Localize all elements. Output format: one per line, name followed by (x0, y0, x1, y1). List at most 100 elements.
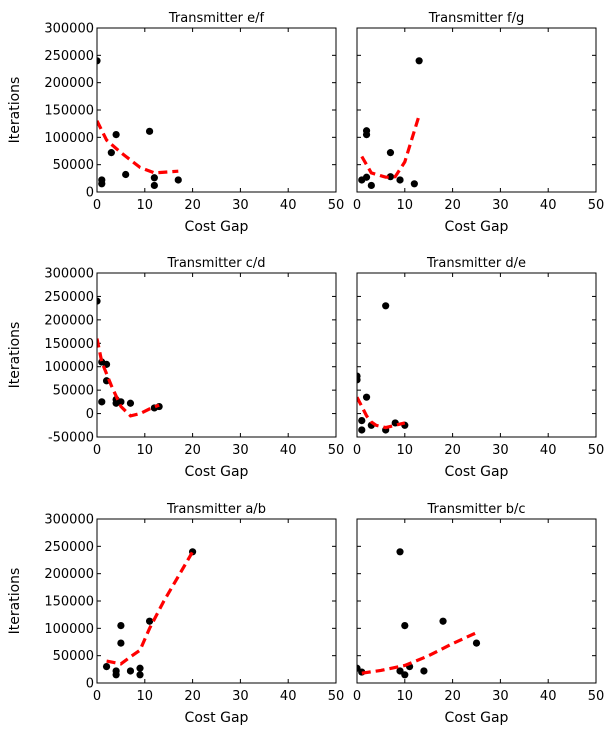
data-point (112, 667, 120, 675)
x-tick-label: 0 (93, 443, 101, 458)
data-point (362, 173, 371, 181)
x-tick-label: 20 (444, 689, 461, 704)
chart-title: Transmitter b/c (426, 502, 525, 517)
x-tick-label: 50 (588, 689, 605, 704)
x-tick-label: 40 (280, 443, 297, 458)
plot-area (358, 57, 423, 190)
y-axis-label: Iterations (7, 322, 23, 389)
y-tick-label: 200000 (44, 76, 94, 91)
axes-frame (96, 272, 337, 438)
data-point (396, 667, 404, 675)
data-point (98, 398, 106, 406)
x-tick-label: 30 (232, 443, 249, 458)
chart-panel-2: Transmitter f/g 0 10 20 30 40 50 Cost Gap (353, 11, 604, 235)
x-tick-label: 20 (184, 443, 201, 458)
x-axis-label: Cost Gap (445, 219, 509, 235)
x-tick-label: 50 (328, 443, 345, 458)
chart-panel-6: Transmitter b/c 0 10 20 30 40 50 Cost Gap (353, 502, 604, 726)
x-tick-label: 20 (444, 443, 461, 458)
x-tick-label: 50 (588, 198, 605, 213)
axes-frame (356, 27, 597, 193)
data-point (126, 399, 135, 407)
fit-line (360, 115, 421, 179)
x-tick-label: 20 (184, 198, 201, 213)
y-tick-label: 300000 (44, 267, 94, 282)
data-point (415, 57, 423, 65)
data-point (136, 664, 144, 672)
y-tick-label: 200000 (44, 567, 94, 582)
y-tick-label: 300000 (44, 513, 94, 528)
data-point (126, 667, 135, 675)
y-tick-label: -50000 (48, 431, 94, 446)
x-tick-label: 0 (353, 443, 361, 458)
chart-title: Transmitter d/e (426, 256, 526, 271)
data-point (401, 671, 409, 679)
y-tick-label: 50000 (53, 384, 94, 399)
x-tick-label: 10 (397, 689, 414, 704)
fit-line (361, 631, 478, 675)
data-point (439, 617, 447, 625)
data-point (410, 180, 418, 188)
axes-frame (356, 272, 597, 438)
data-point (117, 639, 125, 647)
x-tick-label: 0 (93, 198, 101, 213)
x-axis-label: Cost Gap (185, 219, 249, 235)
x-tick-label: 10 (397, 443, 414, 458)
data-point (97, 297, 101, 305)
data-point (145, 617, 154, 625)
data-point (97, 57, 101, 65)
data-point (117, 398, 125, 406)
x-tick-label: 10 (137, 198, 154, 213)
x-axis-label: Cost Gap (185, 710, 249, 726)
x-tick-label: 30 (492, 443, 509, 458)
data-point (358, 426, 366, 434)
chart-panel-3: Transmitter c/d0 10 20 30 40 50-5000005000010… (7, 256, 344, 480)
x-axis-label: Cost Gap (185, 464, 249, 480)
plot-area (97, 297, 163, 418)
y-tick-label: 100000 (44, 360, 94, 375)
x-tick-label: 50 (328, 689, 345, 704)
data-point (107, 149, 115, 157)
data-point (362, 393, 371, 401)
plot-area (102, 548, 197, 679)
data-point (401, 622, 409, 630)
x-tick-label: 40 (540, 689, 557, 704)
plot-area (357, 302, 409, 434)
y-tick-label: 50000 (53, 158, 94, 173)
y-tick-label: 100000 (44, 131, 94, 146)
y-tick-label: 0 (86, 186, 94, 201)
axes-frame (356, 518, 597, 684)
data-point (367, 181, 375, 190)
x-tick-label: 40 (280, 198, 297, 213)
y-tick-label: 300000 (44, 22, 94, 37)
y-tick-label: 50000 (53, 649, 94, 664)
y-tick-label: 150000 (44, 595, 94, 610)
y-tick-label: 250000 (44, 290, 94, 305)
data-point (358, 417, 366, 425)
axes-frame (96, 27, 337, 193)
chart-title: Transmitter a/b (166, 502, 266, 517)
x-axis-label: Cost Gap (445, 710, 509, 726)
data-point (145, 127, 154, 135)
data-point (386, 149, 395, 157)
chart-title: Transmitter c/d (166, 256, 265, 271)
chart-panel-5: Transmitter a/b 0 10 20 30 40 50 0 50000 100000 15… (7, 502, 344, 726)
y-tick-label: 250000 (44, 49, 94, 64)
chart-title: Transmitter f/g (428, 11, 525, 26)
x-tick-label: 10 (397, 198, 414, 213)
y-axis-label: Iterations (7, 568, 23, 635)
x-tick-label: 50 (588, 443, 605, 458)
data-point (396, 548, 404, 556)
data-point (136, 671, 144, 679)
x-tick-label: 50 (328, 198, 345, 213)
y-tick-label: 0 (86, 677, 94, 692)
chart-panel-4: Transmitter d/e 0 10 20 30 40 50 Cost Gap (353, 256, 604, 480)
data-point (150, 181, 158, 190)
fit-line (106, 550, 194, 666)
y-tick-label: 150000 (44, 104, 94, 119)
x-tick-label: 30 (492, 198, 509, 213)
data-point (102, 663, 111, 671)
x-tick-label: 40 (540, 198, 557, 213)
axes-frame (96, 518, 337, 684)
